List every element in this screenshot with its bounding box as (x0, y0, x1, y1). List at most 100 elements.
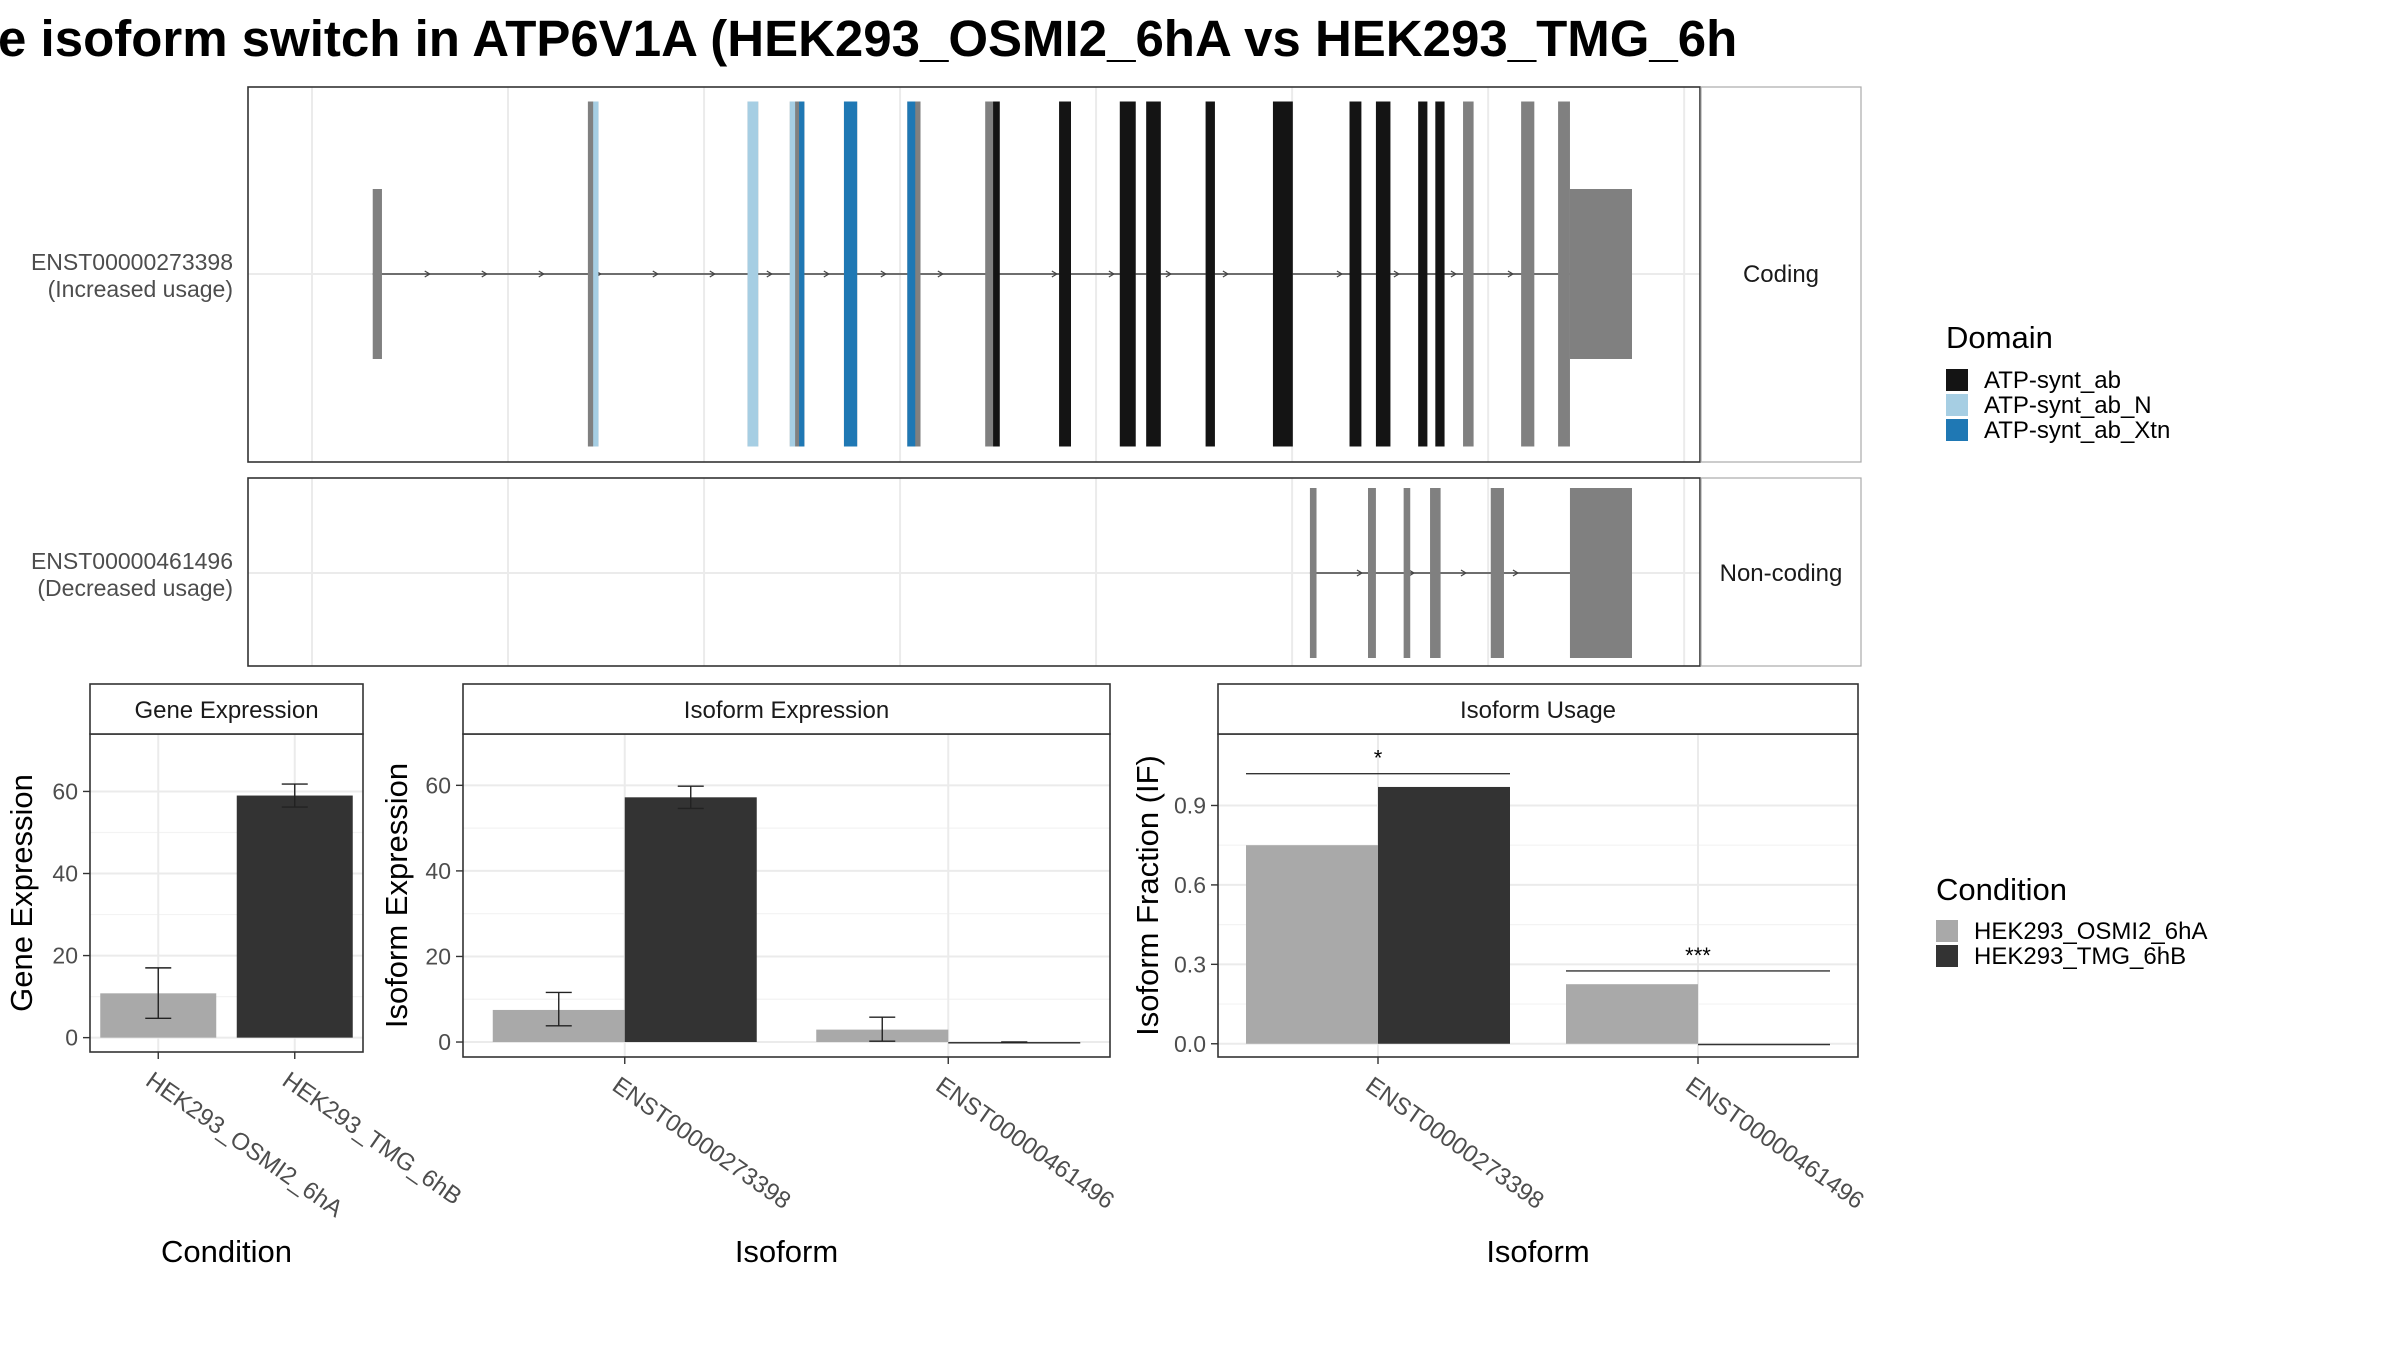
strand-arrow (481, 270, 488, 278)
transcript-id-label: ENST00000461496 (31, 548, 233, 574)
exon (1521, 101, 1535, 447)
legends: Domain ATP-synt_abATP-synt_ab_NATP-synt_a… (1936, 320, 2207, 970)
bar-panel-bg (463, 734, 1110, 1057)
legend-swatch (1946, 369, 1968, 391)
transcript-panel-border (247, 86, 1701, 463)
x-tick-label: ENST00000461496 (1681, 1072, 1869, 1215)
strand-arrow (1356, 569, 1364, 577)
domain-block (907, 101, 916, 447)
y-tick-label: 0.0 (1174, 1031, 1206, 1057)
panel-title-strip (462, 683, 1111, 735)
strand-arrow (1165, 270, 1173, 278)
exon (1569, 488, 1632, 658)
strand-arrow (538, 270, 545, 278)
x-axis-title: Isoform (735, 1234, 838, 1269)
legend-item-label: ATP-synt_ab_Xtn (1984, 417, 2170, 444)
bar (1698, 1043, 1830, 1046)
y-tick-label: 40 (425, 858, 451, 884)
exon (1403, 488, 1411, 658)
domain-block (843, 101, 858, 447)
panel-title: Isoform Expression (684, 697, 889, 724)
bar (1378, 786, 1510, 1044)
exon (1490, 488, 1504, 658)
transcript-panels: Coding ENST00000273398(Increased usage) No… (31, 86, 1862, 667)
y-axis-title: Gene Expression (4, 774, 39, 1012)
facet-label: Coding (1743, 261, 1819, 288)
exon (372, 189, 382, 359)
y-tick-label: 0 (65, 1025, 78, 1051)
exon (1430, 488, 1441, 658)
bar (1246, 845, 1378, 1044)
domain-block (1119, 101, 1136, 447)
transcript-panel-border (247, 477, 1701, 667)
exon (1558, 101, 1570, 447)
strand-arrow (1108, 270, 1116, 278)
strand-arrow (1222, 270, 1230, 278)
panel-title: Isoform Usage (1460, 697, 1616, 724)
x-axis-title: Condition (161, 1234, 292, 1269)
y-tick-label: 60 (52, 778, 78, 804)
x-tick-label: ENST00000461496 (931, 1072, 1119, 1215)
domain-block (593, 101, 599, 447)
bar (1566, 984, 1698, 1044)
strand-arrow (652, 270, 659, 278)
legend-swatch (1946, 394, 1968, 416)
legend-item-label: ATP-synt_ab_N (1984, 392, 2152, 419)
strand-arrow (823, 270, 830, 278)
figure-title: e isoform switch in ATP6V1A (HEK293_OSMI… (0, 10, 1737, 67)
domain-block (1375, 101, 1391, 447)
transcript-usage-label: (Increased usage) (48, 276, 233, 302)
exon (1463, 101, 1474, 447)
domain-block (799, 101, 805, 447)
bar (624, 797, 757, 1043)
exon (1309, 488, 1317, 658)
y-tick-label: 60 (425, 772, 451, 798)
panel-title: Gene Expression (134, 697, 318, 724)
strand-arrow (1460, 569, 1468, 577)
y-tick-label: 0.9 (1174, 792, 1206, 818)
y-tick-label: 0 (438, 1029, 451, 1055)
strand-arrow (880, 270, 887, 278)
strand-arrow (1512, 569, 1520, 577)
strand-arrow (766, 270, 773, 278)
legend-swatch (1936, 920, 1958, 942)
y-tick-label: 20 (52, 943, 78, 969)
panel-title-strip (1217, 683, 1859, 735)
legend-title: Condition (1936, 872, 2067, 907)
bar (236, 795, 353, 1038)
transcript-usage-label: (Decreased usage) (37, 575, 233, 601)
domain-block (1146, 101, 1161, 447)
legend-item-label: ATP-synt_ab (1984, 367, 2121, 394)
y-axis-title: Isoform Expression (379, 763, 414, 1028)
facet-strip (1700, 477, 1862, 667)
legend-item-label: HEK293_TMG_6hB (1974, 943, 2186, 970)
strand-arrow (1450, 270, 1458, 278)
significance-label: * (1374, 746, 1383, 771)
facet-strip (1700, 86, 1862, 463)
domain-block (1059, 101, 1071, 447)
significance-label: *** (1685, 943, 1711, 968)
x-tick-label: ENST00000273398 (607, 1072, 795, 1215)
strand-arrow (424, 270, 431, 278)
legend-swatch (1946, 419, 1968, 441)
strand-arrow (1051, 270, 1059, 278)
strand-arrow (1408, 569, 1416, 577)
y-axis-title: Isoform Fraction (IF) (1130, 755, 1165, 1036)
strand-arrow (1336, 270, 1344, 278)
panel-title-strip (89, 683, 364, 735)
domain-block (1435, 101, 1445, 447)
strand-arrow (1393, 270, 1401, 278)
legend-title: Domain (1946, 320, 2053, 355)
legend-item-label: HEK293_OSMI2_6hA (1974, 918, 2207, 945)
domain-block (993, 101, 1000, 447)
bar (948, 1042, 1081, 1044)
legend-swatch (1936, 945, 1958, 967)
domain-block (747, 101, 759, 447)
transcript-id-label: ENST00000273398 (31, 249, 233, 275)
domain-block (789, 101, 796, 447)
y-tick-label: 40 (52, 861, 78, 887)
strand-arrow (1507, 270, 1515, 278)
exon (1368, 488, 1376, 658)
